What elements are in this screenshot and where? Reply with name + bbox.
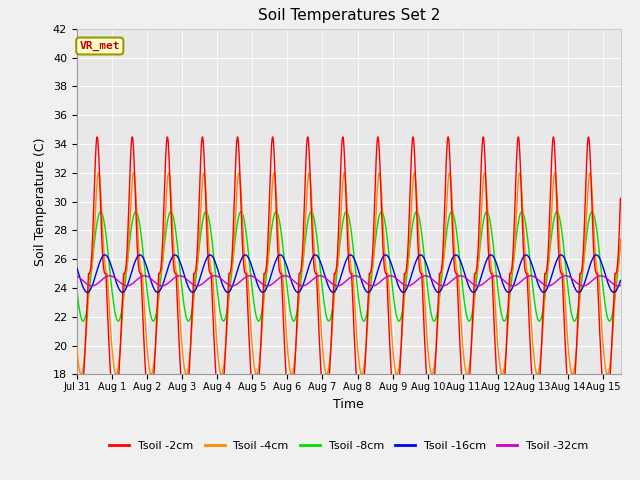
X-axis label: Time: Time	[333, 397, 364, 410]
Legend: Tsoil -2cm, Tsoil -4cm, Tsoil -8cm, Tsoil -16cm, Tsoil -32cm: Tsoil -2cm, Tsoil -4cm, Tsoil -8cm, Tsoi…	[105, 436, 593, 455]
Title: Soil Temperatures Set 2: Soil Temperatures Set 2	[258, 9, 440, 24]
Text: VR_met: VR_met	[79, 41, 120, 51]
Y-axis label: Soil Temperature (C): Soil Temperature (C)	[35, 137, 47, 266]
